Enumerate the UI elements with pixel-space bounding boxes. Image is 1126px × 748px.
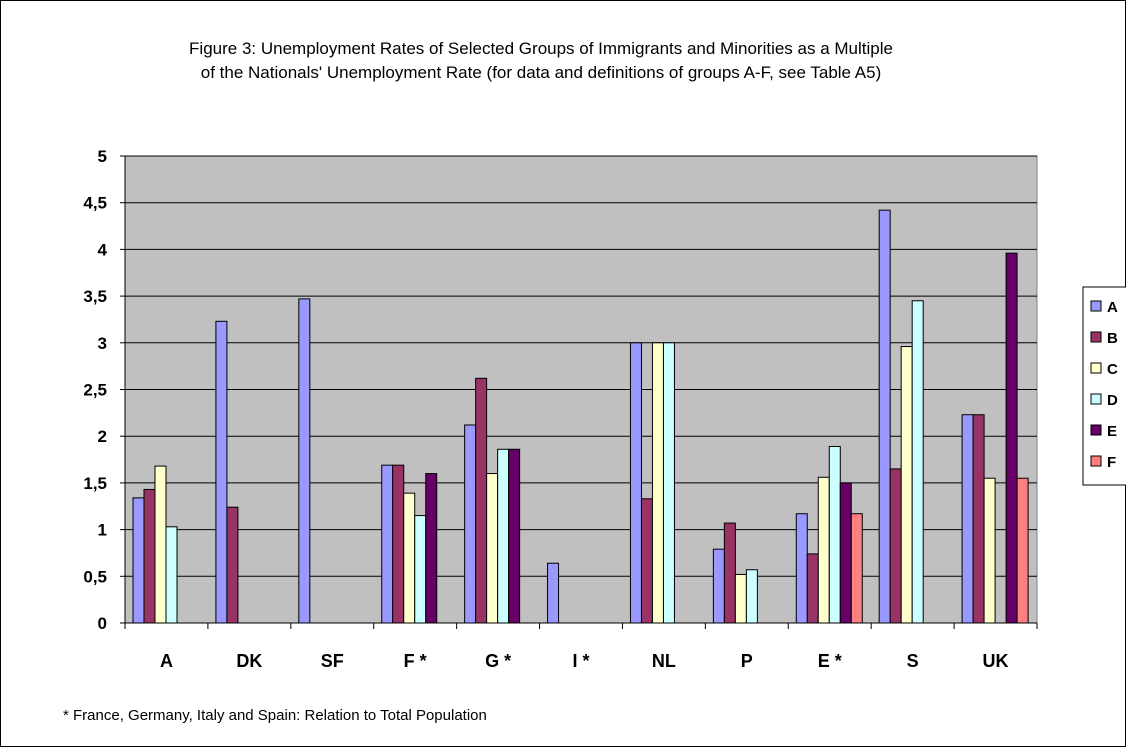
bar-A-P xyxy=(712,548,725,624)
bars-group xyxy=(132,209,1029,624)
bar-A-E xyxy=(795,513,808,624)
chart-title-line-1: Figure 3: Unemployment Rates of Selected… xyxy=(189,39,893,58)
x-tick-label: F * xyxy=(404,651,427,671)
bar-C-NL xyxy=(651,342,664,624)
bar-E-UK xyxy=(1005,252,1018,624)
legend-label-F: F xyxy=(1107,454,1116,471)
bar-D-E xyxy=(828,445,841,624)
legend-swatch-C xyxy=(1090,362,1102,374)
legend-swatch-B xyxy=(1090,331,1102,343)
bar-A-G xyxy=(464,424,477,624)
bar-A-UK xyxy=(961,414,974,624)
bar-A-SF xyxy=(298,298,311,624)
x-tick-label: P xyxy=(741,651,753,671)
x-tick-label: SF xyxy=(321,651,344,671)
bar-A-I xyxy=(547,562,560,624)
legend-swatch-E xyxy=(1090,424,1102,436)
bar-F-E xyxy=(850,513,863,624)
bar-D-A xyxy=(165,526,178,624)
x-tick-label: UK xyxy=(983,651,1009,671)
bar-B-NL xyxy=(640,498,653,624)
bar-B-P xyxy=(723,522,736,624)
legend-label-A: A xyxy=(1107,299,1118,316)
bar-D-F xyxy=(414,515,427,624)
bar-B-UK xyxy=(972,414,985,624)
x-tick-label: S xyxy=(907,651,919,671)
x-tick-label: NL xyxy=(652,651,676,671)
bar-B-A xyxy=(143,488,156,624)
legend-label-C: C xyxy=(1107,361,1118,378)
bar-A-DK xyxy=(215,320,228,624)
bar-B-F xyxy=(392,464,405,624)
bar-C-S xyxy=(900,346,913,624)
x-tick-label: A xyxy=(160,651,173,671)
y-tick-label: 1,5 xyxy=(83,474,107,493)
bar-D-NL xyxy=(662,342,675,624)
y-tick-label: 1 xyxy=(98,521,107,540)
bar-A-A xyxy=(132,497,145,624)
bar-C-A xyxy=(154,465,167,624)
legend-box xyxy=(1082,286,1126,486)
legend-label-E: E xyxy=(1107,423,1117,440)
x-tick-label: I * xyxy=(572,651,589,671)
y-tick-label: 5 xyxy=(98,147,107,166)
y-tick-label: 3,5 xyxy=(83,287,107,306)
bar-B-DK xyxy=(226,506,239,624)
bar-F-UK xyxy=(1016,477,1029,624)
y-tick-label: 4 xyxy=(98,240,108,259)
bar-C-F xyxy=(403,492,416,624)
chart-title-line-2: of the Nationals' Unemployment Rate (for… xyxy=(200,63,882,82)
x-tick-label: E * xyxy=(818,651,842,671)
bar-A-F xyxy=(381,464,394,624)
bar-E-F xyxy=(425,473,438,624)
y-tick-label: 4,5 xyxy=(83,194,107,213)
x-tick-label: G * xyxy=(485,651,511,671)
bar-D-P xyxy=(745,569,758,624)
y-tick-label: 3 xyxy=(98,334,107,353)
bar-B-E xyxy=(806,553,819,624)
footnote: * France, Germany, Italy and Spain: Rela… xyxy=(63,707,487,724)
y-tick-label: 0 xyxy=(98,614,107,633)
legend-label-B: B xyxy=(1107,330,1118,347)
bar-D-S xyxy=(911,300,924,624)
y-tick-label: 2,5 xyxy=(83,381,107,400)
bar-B-S xyxy=(889,468,902,624)
y-tick-label: 0,5 xyxy=(83,567,107,586)
legend-swatch-F xyxy=(1090,455,1102,467)
legend-swatch-A xyxy=(1090,300,1102,312)
bar-C-P xyxy=(734,573,747,624)
bar-B-G xyxy=(475,377,488,624)
y-tick-label: 2 xyxy=(98,427,107,446)
legend-label-D: D xyxy=(1107,392,1118,409)
bar-E-G xyxy=(508,448,521,624)
bar-D-G xyxy=(497,448,510,624)
bar-A-NL xyxy=(629,342,642,624)
bar-C-G xyxy=(486,473,499,624)
bar-C-UK xyxy=(983,477,996,624)
x-tick-label: DK xyxy=(236,651,262,671)
bar-C-E xyxy=(817,476,830,624)
bar-A-S xyxy=(878,209,891,624)
legend-swatch-D xyxy=(1090,393,1102,405)
chart-title: Figure 3: Unemployment Rates of Selected… xyxy=(101,37,981,85)
axes-group: 0 0,5 1 1,5 2 2,5 3 3,5 4 4,5 5 A DK SF F * G * I * NL P E … xyxy=(83,147,1038,671)
bar-E-E xyxy=(839,482,852,624)
